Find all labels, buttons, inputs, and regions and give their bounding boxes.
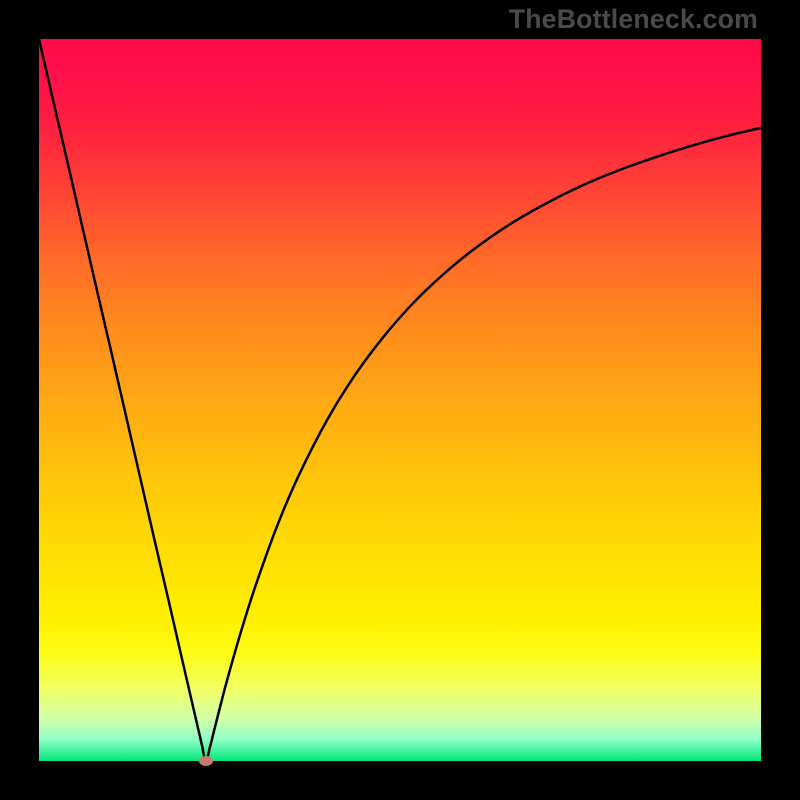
watermark-text: TheBottleneck.com	[509, 4, 758, 35]
curve-layer	[39, 39, 761, 761]
bottleneck-curve	[39, 39, 761, 761]
chart-container: TheBottleneck.com	[0, 0, 800, 800]
plot-area	[39, 39, 761, 761]
minimum-marker	[199, 756, 213, 766]
